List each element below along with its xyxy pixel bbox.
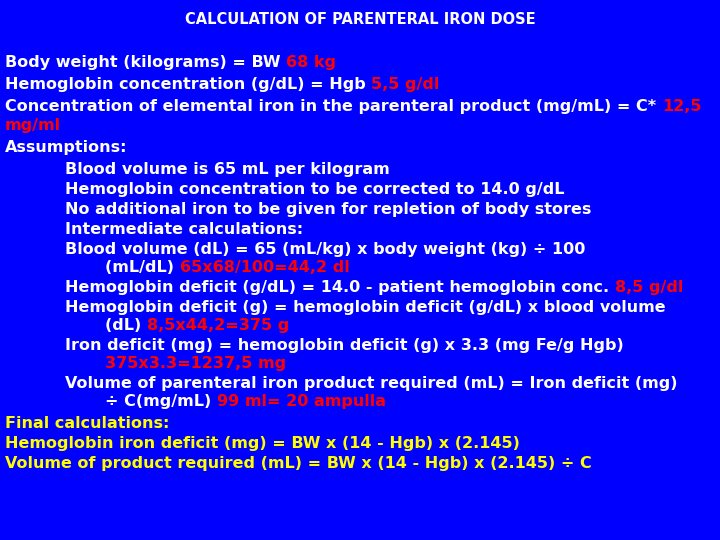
Text: Blood volume (dL) = 65 (mL/kg) x body weight (kg) ÷ 100: Blood volume (dL) = 65 (mL/kg) x body we… [65,242,585,257]
Text: Hemoglobin concentration (g/dL) = Hgb: Hemoglobin concentration (g/dL) = Hgb [5,77,372,92]
Text: 8,5 g/dl: 8,5 g/dl [615,280,683,295]
Text: Hemoglobin concentration to be corrected to 14.0 g/dL: Hemoglobin concentration to be corrected… [65,182,564,197]
Text: Volume of product required (mL) = BW x (14 - Hgb) x (2.145) ÷ C: Volume of product required (mL) = BW x (… [5,456,592,471]
Text: Concentration of elemental iron in the parenteral product (mg/mL) = C*: Concentration of elemental iron in the p… [5,99,662,114]
Text: 8,5x44,2=375 g: 8,5x44,2=375 g [147,318,289,333]
Text: Hemoglobin deficit (g) = hemoglobin deficit (g/dL) x blood volume: Hemoglobin deficit (g) = hemoglobin defi… [65,300,665,315]
Text: (dL): (dL) [105,318,147,333]
Text: No additional iron to be given for repletion of body stores: No additional iron to be given for reple… [65,202,591,217]
Text: (mL/dL): (mL/dL) [105,260,179,275]
Text: ÷ C(mg/mL): ÷ C(mg/mL) [105,394,217,409]
Text: Blood volume is 65 mL per kilogram: Blood volume is 65 mL per kilogram [65,162,390,177]
Text: Hemoglobin deficit (g/dL) = 14.0 - patient hemoglobin conc.: Hemoglobin deficit (g/dL) = 14.0 - patie… [65,280,615,295]
Text: Volume of parenteral iron product required (mL) = Iron deficit (mg): Volume of parenteral iron product requir… [65,376,678,391]
Text: Body weight (kilograms) = BW: Body weight (kilograms) = BW [5,55,286,70]
Text: Final calculations:: Final calculations: [5,416,169,431]
Text: Assumptions:: Assumptions: [5,140,127,155]
Text: 68 kg: 68 kg [286,55,336,70]
Text: CALCULATION OF PARENTERAL IRON DOSE: CALCULATION OF PARENTERAL IRON DOSE [185,12,535,28]
Text: 99 ml= 20 ampulla: 99 ml= 20 ampulla [217,394,386,409]
Text: 65x68/100=44,2 dl: 65x68/100=44,2 dl [179,260,349,275]
Text: mg/ml: mg/ml [5,118,61,133]
Text: 375x3.3=1237,5 mg: 375x3.3=1237,5 mg [105,356,286,371]
Text: 12,5: 12,5 [662,99,701,114]
Text: Iron deficit (mg) = hemoglobin deficit (g) x 3.3 (mg Fe/g Hgb): Iron deficit (mg) = hemoglobin deficit (… [65,338,624,353]
Text: 5,5 g/dl: 5,5 g/dl [372,77,440,92]
Text: Intermediate calculations:: Intermediate calculations: [65,222,303,237]
Text: Hemoglobin iron deficit (mg) = BW x (14 - Hgb) x (2.145): Hemoglobin iron deficit (mg) = BW x (14 … [5,436,520,451]
